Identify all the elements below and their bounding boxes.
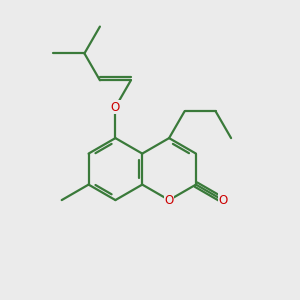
Text: O: O (164, 194, 174, 207)
Text: O: O (218, 194, 227, 207)
Text: O: O (111, 100, 120, 114)
